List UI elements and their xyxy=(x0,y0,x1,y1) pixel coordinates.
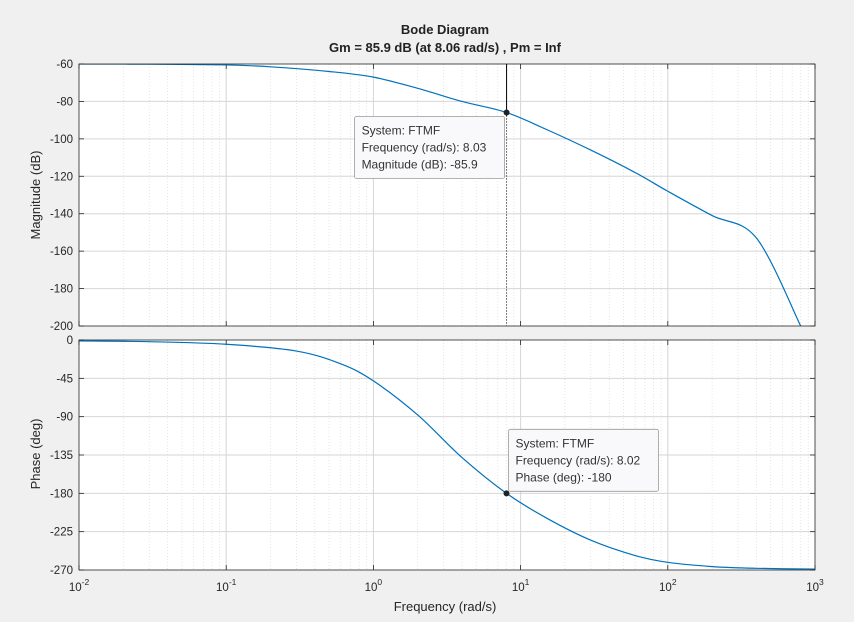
y-tick-label: -90 xyxy=(56,412,73,424)
y-tick-label: -45 xyxy=(56,373,73,385)
y-tick-label: -180 xyxy=(50,488,73,500)
x-tick-label: 10-2 xyxy=(69,577,90,594)
y-tick-label: -100 xyxy=(50,134,73,146)
y-tick-label: -135 xyxy=(50,450,73,462)
y-tick-label: -200 xyxy=(50,321,73,333)
x-tick-label: 100 xyxy=(365,577,383,594)
y-tick-label: -80 xyxy=(56,96,73,108)
datatip-line: System: FTMF xyxy=(362,123,441,137)
magnitude-axes-background xyxy=(79,64,815,326)
y-tick-label: -225 xyxy=(50,527,73,539)
y-tick-label: -140 xyxy=(50,209,73,221)
phase-response-line[interactable] xyxy=(79,340,815,570)
magnitude-y-axis-label: Magnitude (dB) xyxy=(28,151,43,240)
datatip-marker[interactable] xyxy=(503,109,510,116)
x-tick-labels: 10-2 10-1 100 101 102 103 xyxy=(69,577,824,594)
x-tick-label: 101 xyxy=(512,577,530,594)
datatip-line: Phase (deg): -180 xyxy=(515,470,611,484)
magnitude-response-line[interactable] xyxy=(79,64,802,326)
chart-subtitle: Gm = 85.9 dB (at 8.06 rad/s) , Pm = Inf xyxy=(329,40,562,55)
phase-datatip[interactable]: System: FTMF Frequency (rad/s): 8.02 Phase… xyxy=(503,428,659,497)
datatip-box xyxy=(508,428,659,492)
chart-title: Bode Diagram xyxy=(401,22,489,37)
phase-axes-border xyxy=(78,339,816,571)
y-tick-label: -160 xyxy=(50,246,73,258)
datatip-marker[interactable] xyxy=(503,490,510,497)
x-tick-label: 10-1 xyxy=(216,577,237,594)
phase-y-axis-label: Phase (deg) xyxy=(28,419,43,490)
y-tick-label: -120 xyxy=(50,171,73,183)
y-tick-label: -270 xyxy=(50,565,73,577)
y-tick-label: 0 xyxy=(67,335,73,347)
datatip-line: Frequency (rad/s): 8.03 xyxy=(362,140,487,154)
x-axis-label: Frequency (rad/s) xyxy=(394,599,497,614)
x-tick-label: 102 xyxy=(659,577,677,594)
phase-panel[interactable]: 0 -45 -90 -135 -180 -225 -270 System: FTMF Frequ… xyxy=(50,335,816,577)
datatip-box xyxy=(354,116,505,179)
x-tick-label: 103 xyxy=(806,577,824,594)
y-tick-label: -180 xyxy=(50,284,73,296)
datatip-line: System: FTMF xyxy=(515,436,594,450)
y-tick-label: -60 xyxy=(56,59,73,71)
datatip-line: Frequency (rad/s): 8.02 xyxy=(515,453,640,467)
datatip-line: Magnitude (dB): -85.9 xyxy=(362,157,478,171)
magnitude-axes-border xyxy=(78,63,816,327)
magnitude-panel[interactable]: -60 -80 -100 -120 -140 -160 -180 -200 System: FT… xyxy=(50,59,816,333)
magnitude-datatip[interactable]: System: FTMF Frequency (rad/s): 8.03 Magni… xyxy=(354,109,510,179)
